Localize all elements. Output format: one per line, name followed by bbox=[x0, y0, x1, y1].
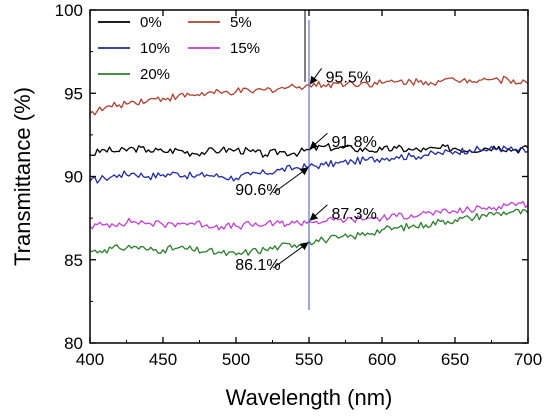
y-tick-label: 90 bbox=[64, 168, 83, 187]
x-axis-title: Wavelength (nm) bbox=[226, 385, 393, 410]
legend-label: 20% bbox=[140, 66, 170, 83]
legend: 0% 5% 10% 15% 20% bbox=[98, 10, 306, 83]
y-tick-label: 95 bbox=[64, 84, 83, 103]
x-tick-label: 400 bbox=[76, 350, 104, 369]
legend-label: 10% bbox=[140, 40, 170, 57]
x-tick-label: 450 bbox=[149, 350, 177, 369]
legend-label: 0% bbox=[140, 14, 162, 31]
plot-area bbox=[89, 20, 529, 310]
annotation-arrow bbox=[309, 204, 328, 221]
annotation-arrow bbox=[272, 167, 309, 194]
x-tick-label: 650 bbox=[441, 350, 469, 369]
annotation-arrow bbox=[309, 132, 328, 150]
annotation-label: 87.3% bbox=[331, 206, 376, 223]
axes: 400 450 500 550 600 650 700 80 85 90 95 100 bbox=[55, 1, 543, 369]
x-tick-label: 700 bbox=[514, 350, 542, 369]
y-tick-label: 100 bbox=[55, 1, 83, 20]
y-tick-label: 80 bbox=[64, 334, 83, 353]
annotation-arrow bbox=[272, 242, 309, 269]
y-tick-label: 85 bbox=[64, 251, 83, 270]
legend-label: 5% bbox=[230, 14, 252, 31]
annotation-label: 95.5% bbox=[326, 69, 371, 86]
x-tick-label: 550 bbox=[295, 350, 323, 369]
annotation-label: 91.8% bbox=[331, 134, 376, 151]
annotation-label: 86.1% bbox=[235, 257, 280, 274]
y-axis-title: Transmittance (%) bbox=[10, 87, 35, 266]
x-tick-label: 600 bbox=[368, 350, 396, 369]
annotation-arrow bbox=[309, 67, 323, 85]
x-tick-label: 500 bbox=[222, 350, 250, 369]
legend-label: 15% bbox=[230, 40, 260, 57]
annotation-label: 90.6% bbox=[235, 182, 280, 199]
annotations: 95.5% 91.8% 90.6% 87.3% 86.1% bbox=[235, 67, 377, 274]
